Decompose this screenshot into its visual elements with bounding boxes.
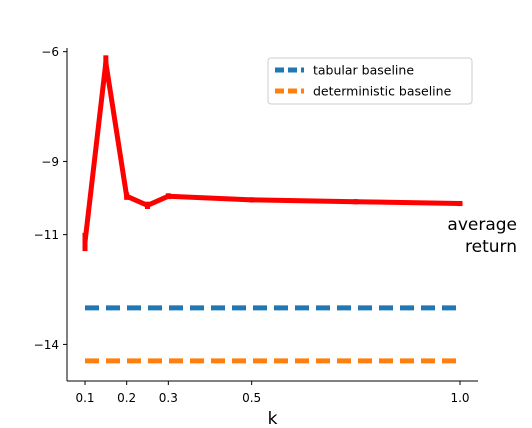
x-axis-label: k — [268, 409, 278, 428]
x-tick-label: 0.2 — [117, 391, 136, 405]
series-layer — [82, 55, 463, 364]
series-line — [82, 60, 461, 243]
data-point — [103, 60, 109, 66]
legend-label: deterministic baseline — [313, 84, 452, 99]
y-tick-label: −9 — [41, 155, 59, 169]
data-point — [457, 201, 463, 207]
x-tick-label: 0.1 — [75, 391, 94, 405]
y-axis-ticks: −6 −9 −11 −14 — [34, 45, 67, 352]
y-axis-label: average return — [447, 215, 517, 257]
x-tick-label: 1.0 — [450, 391, 469, 405]
x-axis-ticks: 0.1 0.2 0.3 0.5 1.0 — [75, 381, 470, 405]
y-tick-label: −11 — [34, 228, 59, 242]
data-point — [165, 193, 171, 199]
x-tick-label: 0.5 — [242, 391, 261, 405]
y-tick-label: −6 — [41, 45, 59, 59]
legend: tabular baseline deterministic baseline — [267, 57, 473, 105]
legend-frame — [267, 57, 473, 105]
data-point — [353, 199, 359, 205]
x-tick-label: 0.3 — [159, 391, 178, 405]
y-tick-label: −14 — [34, 338, 59, 352]
data-point — [145, 202, 150, 208]
data-point — [124, 193, 130, 199]
data-point — [82, 239, 88, 245]
series-main — [82, 55, 463, 252]
data-point — [249, 197, 255, 203]
legend-label: tabular baseline — [313, 63, 414, 78]
plot-area — [66, 48, 478, 382]
